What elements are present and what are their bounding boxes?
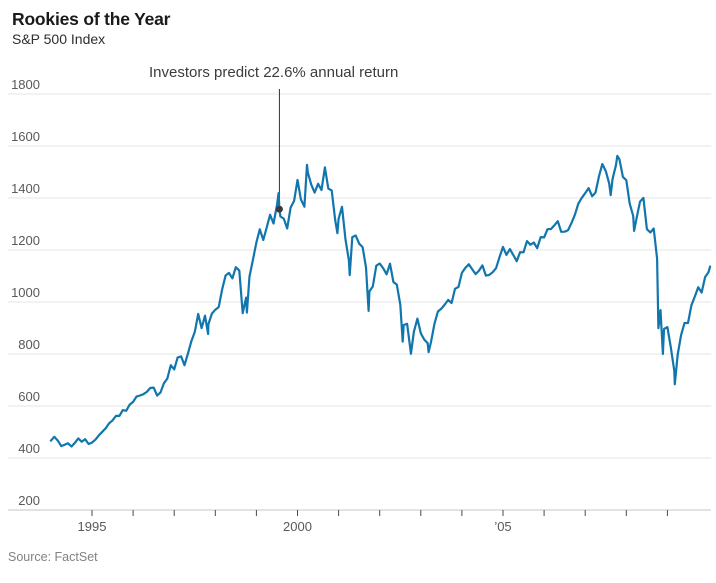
chart-title: Rookies of the Year [12,9,171,29]
y-tick-label: 200 [18,493,40,508]
chart-subtitle: S&P 500 Index [12,31,106,47]
series-line-sp500 [49,154,712,448]
y-tick-label: 1200 [11,233,40,248]
x-tick-label: 1995 [78,519,107,534]
y-tick-label: 1800 [11,77,40,92]
y-tick-label: 800 [18,337,40,352]
annotation-label: Investors predict 22.6% annual return [149,64,399,81]
y-tick-label: 1600 [11,129,40,144]
y-tick-label: 600 [18,389,40,404]
source-note: Source: FactSet [8,550,98,564]
y-tick-label: 400 [18,441,40,456]
y-tick-label: 1400 [11,181,40,196]
x-tick-label: ’05 [494,519,511,534]
y-tick-label: 1000 [11,285,40,300]
annotation-marker [275,205,283,213]
x-tick-label: 2000 [283,519,312,534]
